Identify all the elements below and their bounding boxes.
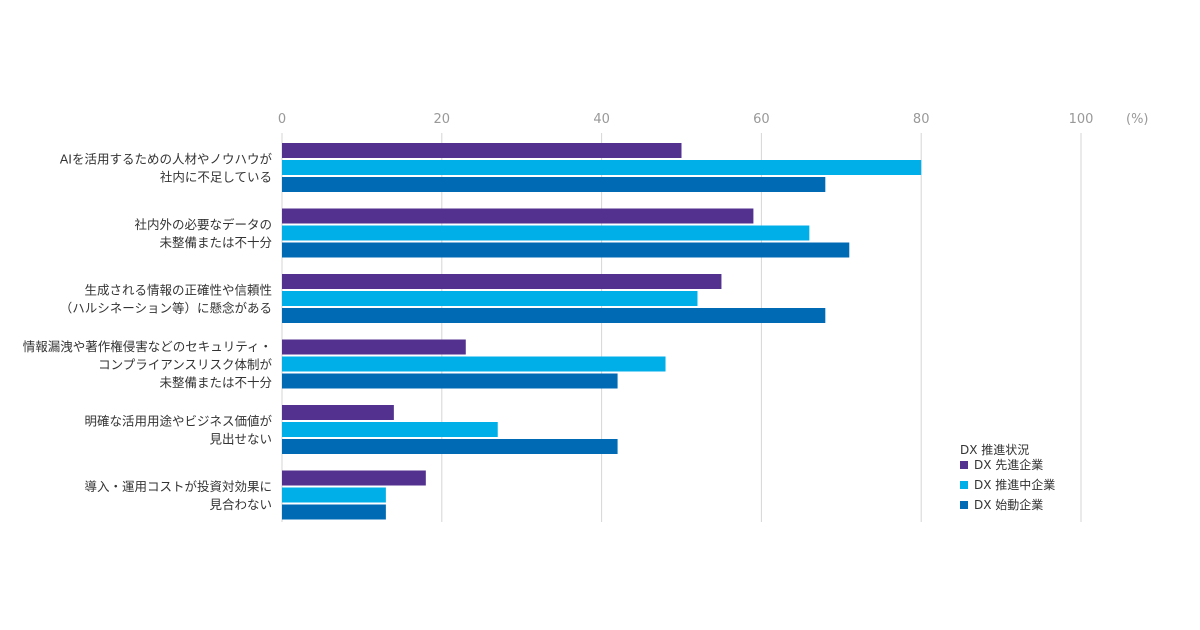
legend-label: DX 先進企業 bbox=[974, 457, 1043, 472]
legend-label: DX 始動企業 bbox=[974, 497, 1043, 512]
category-label-line: 情報漏洩や著作権侵害などのセキュリティ・ bbox=[23, 339, 272, 354]
category-label: 情報漏洩や著作権侵害などのセキュリティ・コンプライアンスリスク体制が未整備または… bbox=[23, 339, 273, 390]
bar bbox=[282, 225, 810, 241]
legend-swatch bbox=[960, 481, 968, 489]
bar bbox=[282, 242, 850, 258]
bar bbox=[282, 177, 826, 192]
category-label-line: 見出せない bbox=[209, 432, 272, 447]
legend-swatch bbox=[960, 501, 968, 509]
x-tick-label: 0 bbox=[278, 112, 286, 127]
bar bbox=[282, 160, 922, 175]
bars bbox=[282, 143, 922, 520]
category-label-line: コンプライアンスリスク体制が bbox=[98, 357, 272, 372]
legend-swatch bbox=[960, 461, 968, 469]
bar bbox=[282, 356, 666, 372]
bar bbox=[282, 274, 722, 289]
category-label: 社内外の必要なデータの未整備または不十分 bbox=[134, 217, 272, 250]
bar bbox=[282, 470, 426, 486]
x-tick-label: 20 bbox=[434, 112, 451, 127]
bar bbox=[282, 405, 394, 420]
bar bbox=[282, 308, 826, 323]
category-labels: AIを活用するための人材やノウハウが社内に不足している社内外の必要なデータの未整… bbox=[23, 152, 273, 513]
bar bbox=[282, 291, 698, 306]
bar bbox=[282, 439, 618, 454]
legend-title: DX 推進状況 bbox=[960, 442, 1029, 457]
bar bbox=[282, 422, 498, 437]
category-label: 導入・運用コストが投資対効果に見合わない bbox=[84, 479, 272, 512]
category-label-line: 未整備または不十分 bbox=[159, 375, 272, 390]
bar bbox=[282, 339, 466, 355]
legend-items: DX 先進企業 DX 推進中企業 DX 始動企業 bbox=[960, 457, 1055, 512]
category-label: AIを活用するための人材やノウハウが社内に不足している bbox=[60, 152, 273, 185]
bar bbox=[282, 373, 618, 389]
category-label-line: （ハルシネーション等）に懸念がある bbox=[60, 301, 272, 316]
category-label-line: 生成される情報の正確性や信頼性 bbox=[84, 283, 272, 298]
category-label-line: 明確な活用用途やビジネス価値が bbox=[84, 414, 272, 429]
gridlines bbox=[281, 133, 1082, 522]
category-label-line: 見合わない bbox=[209, 497, 272, 512]
category-label-line: 導入・運用コストが投資対効果に bbox=[84, 479, 272, 494]
bar bbox=[282, 487, 386, 503]
category-label-line: 未整備または不十分 bbox=[159, 235, 272, 250]
x-tick-label: 100 bbox=[1069, 112, 1094, 127]
legend: DX 推進状況 DX 先進企業 DX 推進中企業 DX 始動企業 bbox=[960, 442, 1055, 512]
category-label: 生成される情報の正確性や信頼性 （ハルシネーション等）に懸念がある bbox=[60, 283, 272, 316]
bar bbox=[282, 504, 386, 520]
x-axis-unit-label: (%) bbox=[1126, 112, 1149, 127]
bar bbox=[282, 208, 754, 224]
x-tick-label: 80 bbox=[913, 112, 930, 127]
x-tick-label: 60 bbox=[753, 112, 770, 127]
category-label: 明確な活用用途やビジネス価値が見出せない bbox=[84, 414, 272, 447]
x-axis-ticks: 0 20 40 60 80 100 bbox=[278, 112, 1094, 127]
category-label-line: 社内に不足している bbox=[160, 170, 272, 185]
x-tick-label: 40 bbox=[593, 112, 610, 127]
category-label-line: 社内外の必要なデータの bbox=[134, 217, 272, 232]
bar bbox=[282, 143, 682, 158]
category-label-line: AIを活用するための人材やノウハウが bbox=[60, 152, 273, 167]
legend-label: DX 推進中企業 bbox=[974, 477, 1055, 492]
